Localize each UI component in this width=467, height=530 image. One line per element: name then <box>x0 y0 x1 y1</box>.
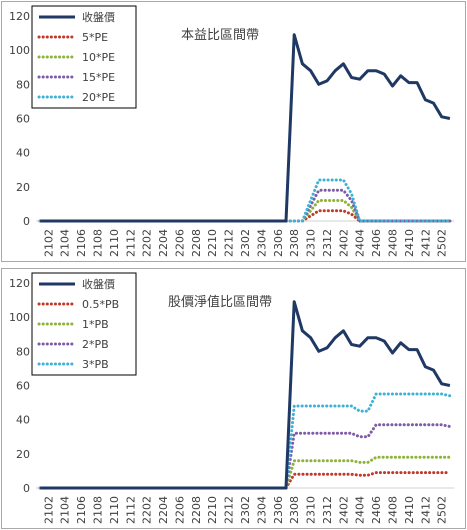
series-line-0 <box>40 33 451 223</box>
x-tick-label: 2408 <box>387 229 400 257</box>
x-tick-label: 2206 <box>173 496 186 524</box>
x-tick-label: 2212 <box>223 229 236 257</box>
y-tick-label: 100 <box>9 44 30 57</box>
series-line-3 <box>38 188 452 223</box>
series-line-4 <box>38 178 452 223</box>
x-tick-label: 2112 <box>124 496 137 524</box>
x-tick-label: 2402 <box>337 229 350 257</box>
x-tick-label: 2204 <box>157 496 170 524</box>
x-tick-label: 2404 <box>354 496 367 524</box>
legend-box <box>31 272 137 376</box>
x-tick-label: 2104 <box>59 496 72 524</box>
series-line-2 <box>38 199 452 223</box>
x-tick-label: 2106 <box>75 496 88 524</box>
x-tick-label: 2306 <box>272 496 285 524</box>
x-tick-label: 2108 <box>91 229 104 257</box>
y-tick-label: 120 <box>9 10 30 23</box>
x-tick-label: 2110 <box>108 496 121 524</box>
y-tick-label: 60 <box>16 380 30 393</box>
y-tick-label: 0 <box>23 215 30 228</box>
x-tick-label: 2112 <box>124 229 137 257</box>
x-tick-label: 2104 <box>59 229 72 257</box>
chart-title: 股價淨值比區間帶 <box>168 294 272 310</box>
x-tick-label: 2502 <box>436 496 449 524</box>
y-tick-label: 80 <box>16 345 30 358</box>
x-tick-label: 2102 <box>42 229 55 257</box>
x-tick-label: 2302 <box>239 496 252 524</box>
x-tick-label: 2402 <box>337 496 350 524</box>
y-tick-label: 60 <box>16 113 30 126</box>
y-tick-label: 120 <box>9 277 30 290</box>
x-tick-label: 2412 <box>419 229 432 257</box>
x-tick-label: 2406 <box>370 229 383 257</box>
y-tick-label: 0 <box>23 482 30 495</box>
x-tick-label: 2208 <box>190 496 203 524</box>
series-line-1 <box>38 209 452 223</box>
series-line-1 <box>38 471 452 490</box>
x-tick-label: 2110 <box>108 229 121 257</box>
pe-band-chart: 0 20 40 60 80 100 120 2102 2104 2106 2108 2110 2112 2… <box>9 5 454 257</box>
pb-band-chart-panel: 0 20 40 60 80 100 120 2102 2104 2106 2108 2110 2112 2… <box>1 268 466 529</box>
x-tick-label: 2202 <box>141 496 154 524</box>
x-tick-label: 2210 <box>206 496 219 524</box>
y-tick-label: 40 <box>16 147 30 160</box>
legend-label: 0.5*PB <box>82 298 119 311</box>
legend-label: 2*PB <box>82 338 109 351</box>
legend-box <box>31 5 137 109</box>
x-tick-label: 2308 <box>288 496 301 524</box>
x-tick-label: 2502 <box>436 229 449 257</box>
legend: 收盤價 0.5*PB 1*PB 2*PB 3*PB <box>31 272 137 376</box>
chart-title: 本益比區間帶 <box>181 28 259 43</box>
x-tick-label: 2302 <box>239 229 252 257</box>
y-tick-label: 20 <box>16 448 30 461</box>
x-tick-label: 2208 <box>190 229 203 257</box>
x-tick-label: 2412 <box>419 496 432 524</box>
legend: 收盤價 5*PE 10*PE 15*PE 20*PE <box>31 5 137 109</box>
legend-label: 收盤價 <box>82 277 115 291</box>
x-tick-label: 2312 <box>321 496 334 524</box>
x-tick-label: 2408 <box>387 496 400 524</box>
x-tick-label: 2410 <box>403 229 416 257</box>
x-tick-label: 2108 <box>91 496 104 524</box>
x-tick-label: 2404 <box>354 229 367 257</box>
x-tick-label: 2304 <box>255 496 268 524</box>
x-tick-label: 2106 <box>75 229 88 257</box>
x-tick-label: 2308 <box>288 229 301 257</box>
legend-label: 5*PE <box>82 31 108 44</box>
x-tick-label: 2102 <box>42 496 55 524</box>
legend-label: 15*PE <box>82 71 115 84</box>
x-tick-label: 2212 <box>223 496 236 524</box>
x-tick-label: 2206 <box>173 229 186 257</box>
x-tick-label: 2310 <box>305 229 318 257</box>
x-tick-label: 2310 <box>305 496 318 524</box>
x-tick-label: 2406 <box>370 496 383 524</box>
pe-band-chart-panel: 0 20 40 60 80 100 120 2102 2104 2106 2108 2110 2112 2… <box>1 1 466 262</box>
x-tick-label: 2204 <box>157 229 170 257</box>
pb-band-chart: 0 20 40 60 80 100 120 2102 2104 2106 2108 2110 2112 2… <box>9 272 454 524</box>
x-tick-label: 2306 <box>272 229 285 257</box>
legend-label: 1*PB <box>82 318 109 331</box>
x-tick-label: 2304 <box>255 229 268 257</box>
x-tick-label: 2410 <box>403 496 416 524</box>
x-tick-label: 2202 <box>141 229 154 257</box>
x-tick-label: 2210 <box>206 229 219 257</box>
series-line-0 <box>40 300 451 490</box>
y-tick-label: 100 <box>9 311 30 324</box>
legend-label: 3*PB <box>82 358 109 371</box>
legend-label: 20*PE <box>82 91 115 104</box>
y-tick-label: 40 <box>16 414 30 427</box>
y-tick-label: 20 <box>16 181 30 194</box>
legend-label: 收盤價 <box>82 10 115 24</box>
y-tick-label: 80 <box>16 78 30 91</box>
legend-label: 10*PE <box>82 51 115 64</box>
x-tick-label: 2312 <box>321 229 334 257</box>
